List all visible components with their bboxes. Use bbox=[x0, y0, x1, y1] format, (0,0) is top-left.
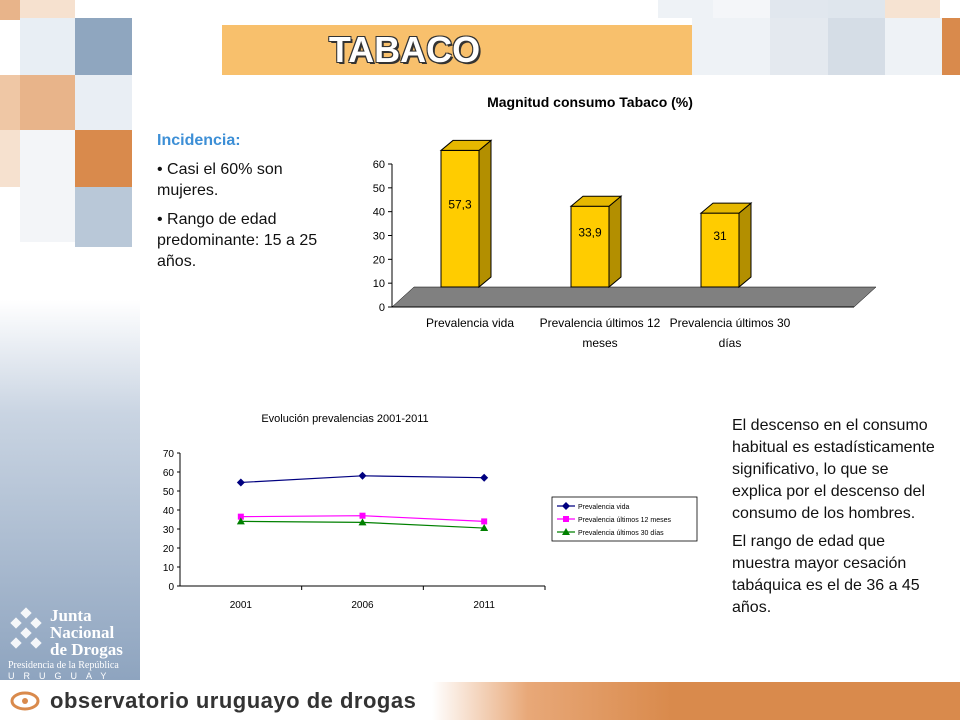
bar-side bbox=[478, 139, 492, 289]
y-tick-label: 40 bbox=[163, 506, 175, 517]
legend-label: Prevalencia últimos 12 meses bbox=[578, 517, 671, 524]
legend-label: Prevalencia vida bbox=[578, 504, 629, 511]
deco-square bbox=[692, 18, 770, 75]
incidence-bullet: • Casi el 60% son mujeres. bbox=[157, 161, 283, 199]
line-chart: Evolución prevalencias 2001-2011 0 10 20 30 4… bbox=[163, 413, 698, 611]
jnd-name: Junta Nacional de Drogas bbox=[50, 607, 123, 658]
x-tick-label: Prevalencia vida bbox=[426, 316, 514, 330]
page-title: TABACO bbox=[328, 29, 481, 70]
x-tick-label: 2011 bbox=[473, 600, 495, 611]
y-tick-label: 50 bbox=[163, 487, 175, 498]
y-tick-label: 10 bbox=[163, 563, 175, 574]
y-tick-label: 70 bbox=[163, 449, 175, 460]
data-point bbox=[481, 518, 488, 525]
x-tick-label: Prevalencia últimos 30 bbox=[670, 316, 791, 330]
y-tick-label: 60 bbox=[373, 159, 385, 171]
x-tick-label: días bbox=[719, 336, 742, 350]
deco-square bbox=[20, 187, 75, 242]
deco-square bbox=[658, 0, 713, 18]
legend-box bbox=[551, 496, 698, 542]
title-banner bbox=[222, 25, 692, 75]
data-point bbox=[236, 517, 245, 525]
deco-square bbox=[20, 75, 75, 130]
jnd-country: URUGUAY bbox=[8, 671, 116, 681]
data-point bbox=[358, 471, 367, 480]
deco-square bbox=[0, 130, 20, 187]
deco-square bbox=[20, 0, 75, 18]
deco-square bbox=[75, 18, 132, 75]
bar-side bbox=[738, 202, 752, 289]
legend-marker bbox=[562, 528, 570, 535]
incidence-heading: Incidencia: bbox=[157, 132, 241, 149]
deco-square bbox=[713, 0, 770, 18]
data-point bbox=[359, 512, 366, 519]
jnd-logo: Junta Nacional de Drogas Presidencia de … bbox=[6, 605, 141, 681]
deco-square bbox=[20, 130, 75, 187]
chart-title: Evolución prevalencias 2001-2011 bbox=[261, 413, 428, 425]
bar-top bbox=[699, 202, 753, 214]
bar bbox=[700, 212, 740, 288]
y-tick-label: 60 bbox=[163, 468, 175, 479]
y-tick-label: 0 bbox=[379, 302, 385, 314]
x-tick-label: 2001 bbox=[230, 600, 253, 611]
bar-chart: Magnitud consumo Tabaco (%) 0 10 20 30 40 50 60… bbox=[373, 94, 877, 350]
deco-square bbox=[885, 18, 942, 75]
deco-square bbox=[75, 75, 132, 130]
jnd-presidencia: Presidencia de la República bbox=[8, 660, 119, 671]
y-tick-label: 30 bbox=[373, 231, 385, 243]
bar-top bbox=[569, 195, 623, 207]
jnd-name-line: Nacional bbox=[50, 623, 115, 642]
jnd-emblem-icon bbox=[10, 607, 42, 649]
bar bbox=[570, 205, 610, 288]
data-point bbox=[480, 524, 489, 532]
bar-value-label: 31 bbox=[713, 229, 727, 243]
incidence-block: Incidencia: • Casi el 60% son mujeres. •… bbox=[157, 130, 332, 280]
chart-floor bbox=[391, 286, 877, 308]
deco-square bbox=[75, 130, 132, 187]
deco-square bbox=[885, 0, 940, 18]
deco-square bbox=[770, 0, 828, 18]
analysis-text: El descenso en el consumo habitual es es… bbox=[732, 415, 937, 625]
analysis-paragraph: El descenso en el consumo habitual es es… bbox=[732, 417, 935, 522]
jnd-name-line: Junta bbox=[50, 606, 92, 625]
bar-side bbox=[608, 195, 622, 289]
data-point bbox=[358, 518, 367, 526]
footer-title: observatorio uruguayo de drogas bbox=[50, 688, 417, 713]
legend-marker bbox=[563, 516, 569, 522]
deco-square bbox=[75, 187, 132, 247]
y-tick-label: 10 bbox=[373, 278, 385, 290]
deco-square bbox=[828, 18, 885, 75]
x-tick-label: Prevalencia últimos 12 bbox=[540, 316, 661, 330]
deco-square bbox=[0, 0, 20, 20]
chart-title: Magnitud consumo Tabaco (%) bbox=[487, 94, 693, 110]
incidence-bullet: • Rango de edad predominante: 15 a 25 añ… bbox=[157, 211, 318, 270]
y-tick-label: 30 bbox=[163, 525, 175, 536]
observatory-logo-icon bbox=[10, 691, 40, 711]
x-tick-label: 2006 bbox=[351, 600, 374, 611]
deco-square bbox=[828, 0, 885, 18]
y-tick-label: 20 bbox=[163, 544, 175, 555]
x-tick-label: meses bbox=[582, 336, 617, 350]
y-tick-label: 50 bbox=[373, 183, 385, 195]
deco-square bbox=[770, 18, 828, 75]
y-tick-label: 0 bbox=[168, 582, 174, 593]
bar-value-label: 57,3 bbox=[448, 198, 472, 212]
data-point bbox=[480, 473, 489, 482]
deco-square bbox=[20, 18, 75, 75]
y-tick-label: 20 bbox=[373, 254, 385, 266]
y-tick-label: 40 bbox=[373, 207, 385, 219]
data-point bbox=[236, 478, 245, 487]
bar-value-label: 33,9 bbox=[578, 226, 602, 240]
footer-bar bbox=[0, 682, 960, 720]
legend-marker bbox=[562, 502, 570, 510]
analysis-paragraph: El rango de edad que muestra mayor cesac… bbox=[732, 533, 920, 616]
legend-label: Prevalencia últimos 30 días bbox=[578, 530, 664, 537]
deco-square bbox=[942, 18, 960, 75]
jnd-name-line: de Drogas bbox=[50, 640, 123, 659]
data-point bbox=[237, 513, 244, 520]
bar bbox=[440, 149, 480, 288]
bar-top bbox=[439, 139, 493, 151]
side-gradient bbox=[0, 300, 140, 680]
